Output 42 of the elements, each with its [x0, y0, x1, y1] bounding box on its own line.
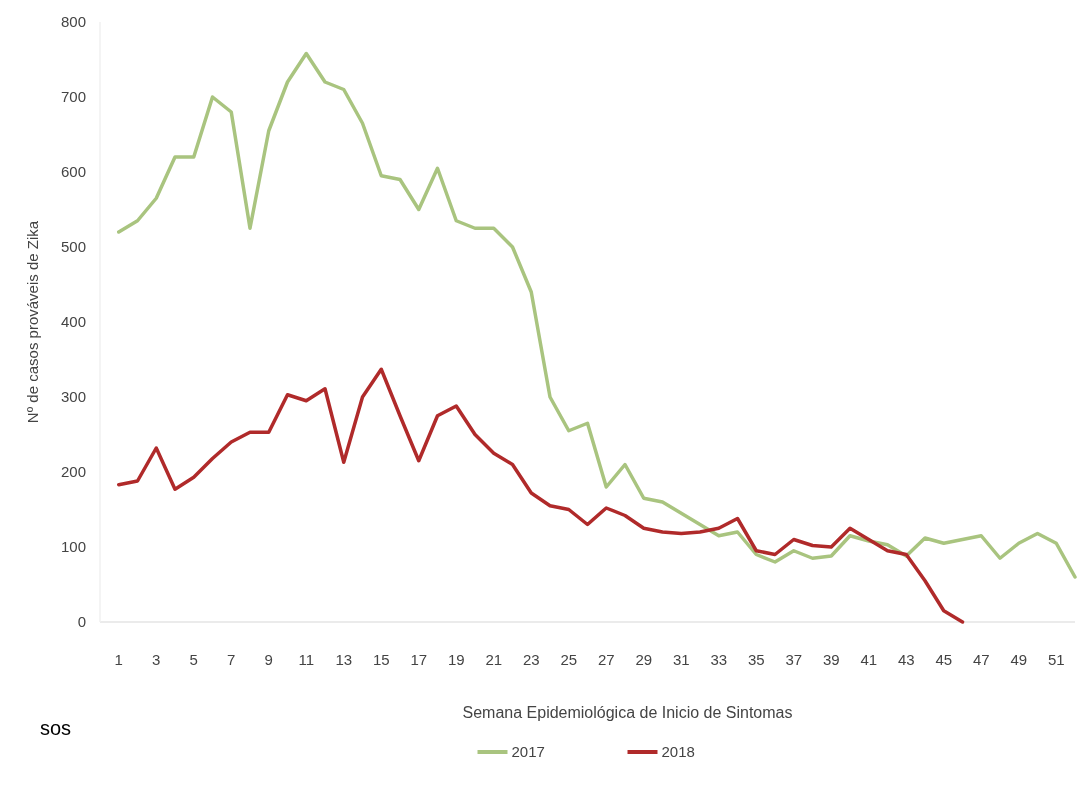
x-tick-label: 29	[635, 651, 653, 668]
x-tick-label: 51	[1047, 651, 1065, 668]
x-tick-label: 5	[189, 651, 198, 668]
x-tick-label: 33	[710, 651, 728, 668]
x-tick-label: 27	[597, 651, 615, 668]
x-tick-label: 41	[860, 651, 878, 668]
y-tick-label: 0	[77, 613, 86, 631]
y-axis-title: Nº de casos prováveis de Zika	[24, 220, 41, 424]
x-tick-label: 9	[264, 651, 273, 668]
x-tick-label: 45	[935, 651, 953, 668]
x-tick-label: 37	[785, 651, 803, 668]
x-tick-label: 43	[897, 651, 915, 668]
x-axis-title: Semana Epidemiológica de Inicio de Sintomas	[462, 704, 793, 721]
y-tick-label: 500	[60, 238, 86, 256]
y-tick-label: 600	[60, 163, 86, 181]
line-series	[117, 367, 965, 624]
legend-label: 2017	[511, 743, 545, 761]
x-tick-label: 7	[227, 651, 236, 668]
x-tick-label: 17	[410, 651, 428, 668]
x-tick-label: 39	[822, 651, 840, 668]
y-tick-label: 800	[60, 13, 86, 31]
y-tick-label: 700	[60, 88, 86, 106]
x-tick-label: 3	[152, 651, 161, 668]
x-tick-label: 25	[560, 651, 578, 668]
x-tick-label: 35	[747, 651, 765, 668]
text: sos	[40, 717, 72, 739]
x-tick-label: 11	[298, 651, 315, 668]
x-tick-label: 23	[522, 651, 540, 668]
x-tick-label: 1	[114, 651, 123, 668]
x-tick-label: 15	[372, 651, 390, 668]
y-tick-label: 400	[60, 313, 86, 331]
x-tick-label: 13	[335, 651, 353, 668]
x-tick-label: 21	[485, 651, 503, 668]
x-tick-label: 49	[1010, 651, 1028, 668]
x-tick-label: 31	[672, 651, 690, 668]
y-tick-label: 100	[60, 538, 86, 556]
y-tick-label: 200	[60, 463, 86, 481]
y-tick-label: 300	[60, 388, 86, 406]
x-tick-label: 19	[447, 651, 465, 668]
x-tick-label: 47	[972, 651, 990, 668]
line-series	[117, 51, 1077, 579]
legend-label: 2018	[661, 743, 695, 761]
